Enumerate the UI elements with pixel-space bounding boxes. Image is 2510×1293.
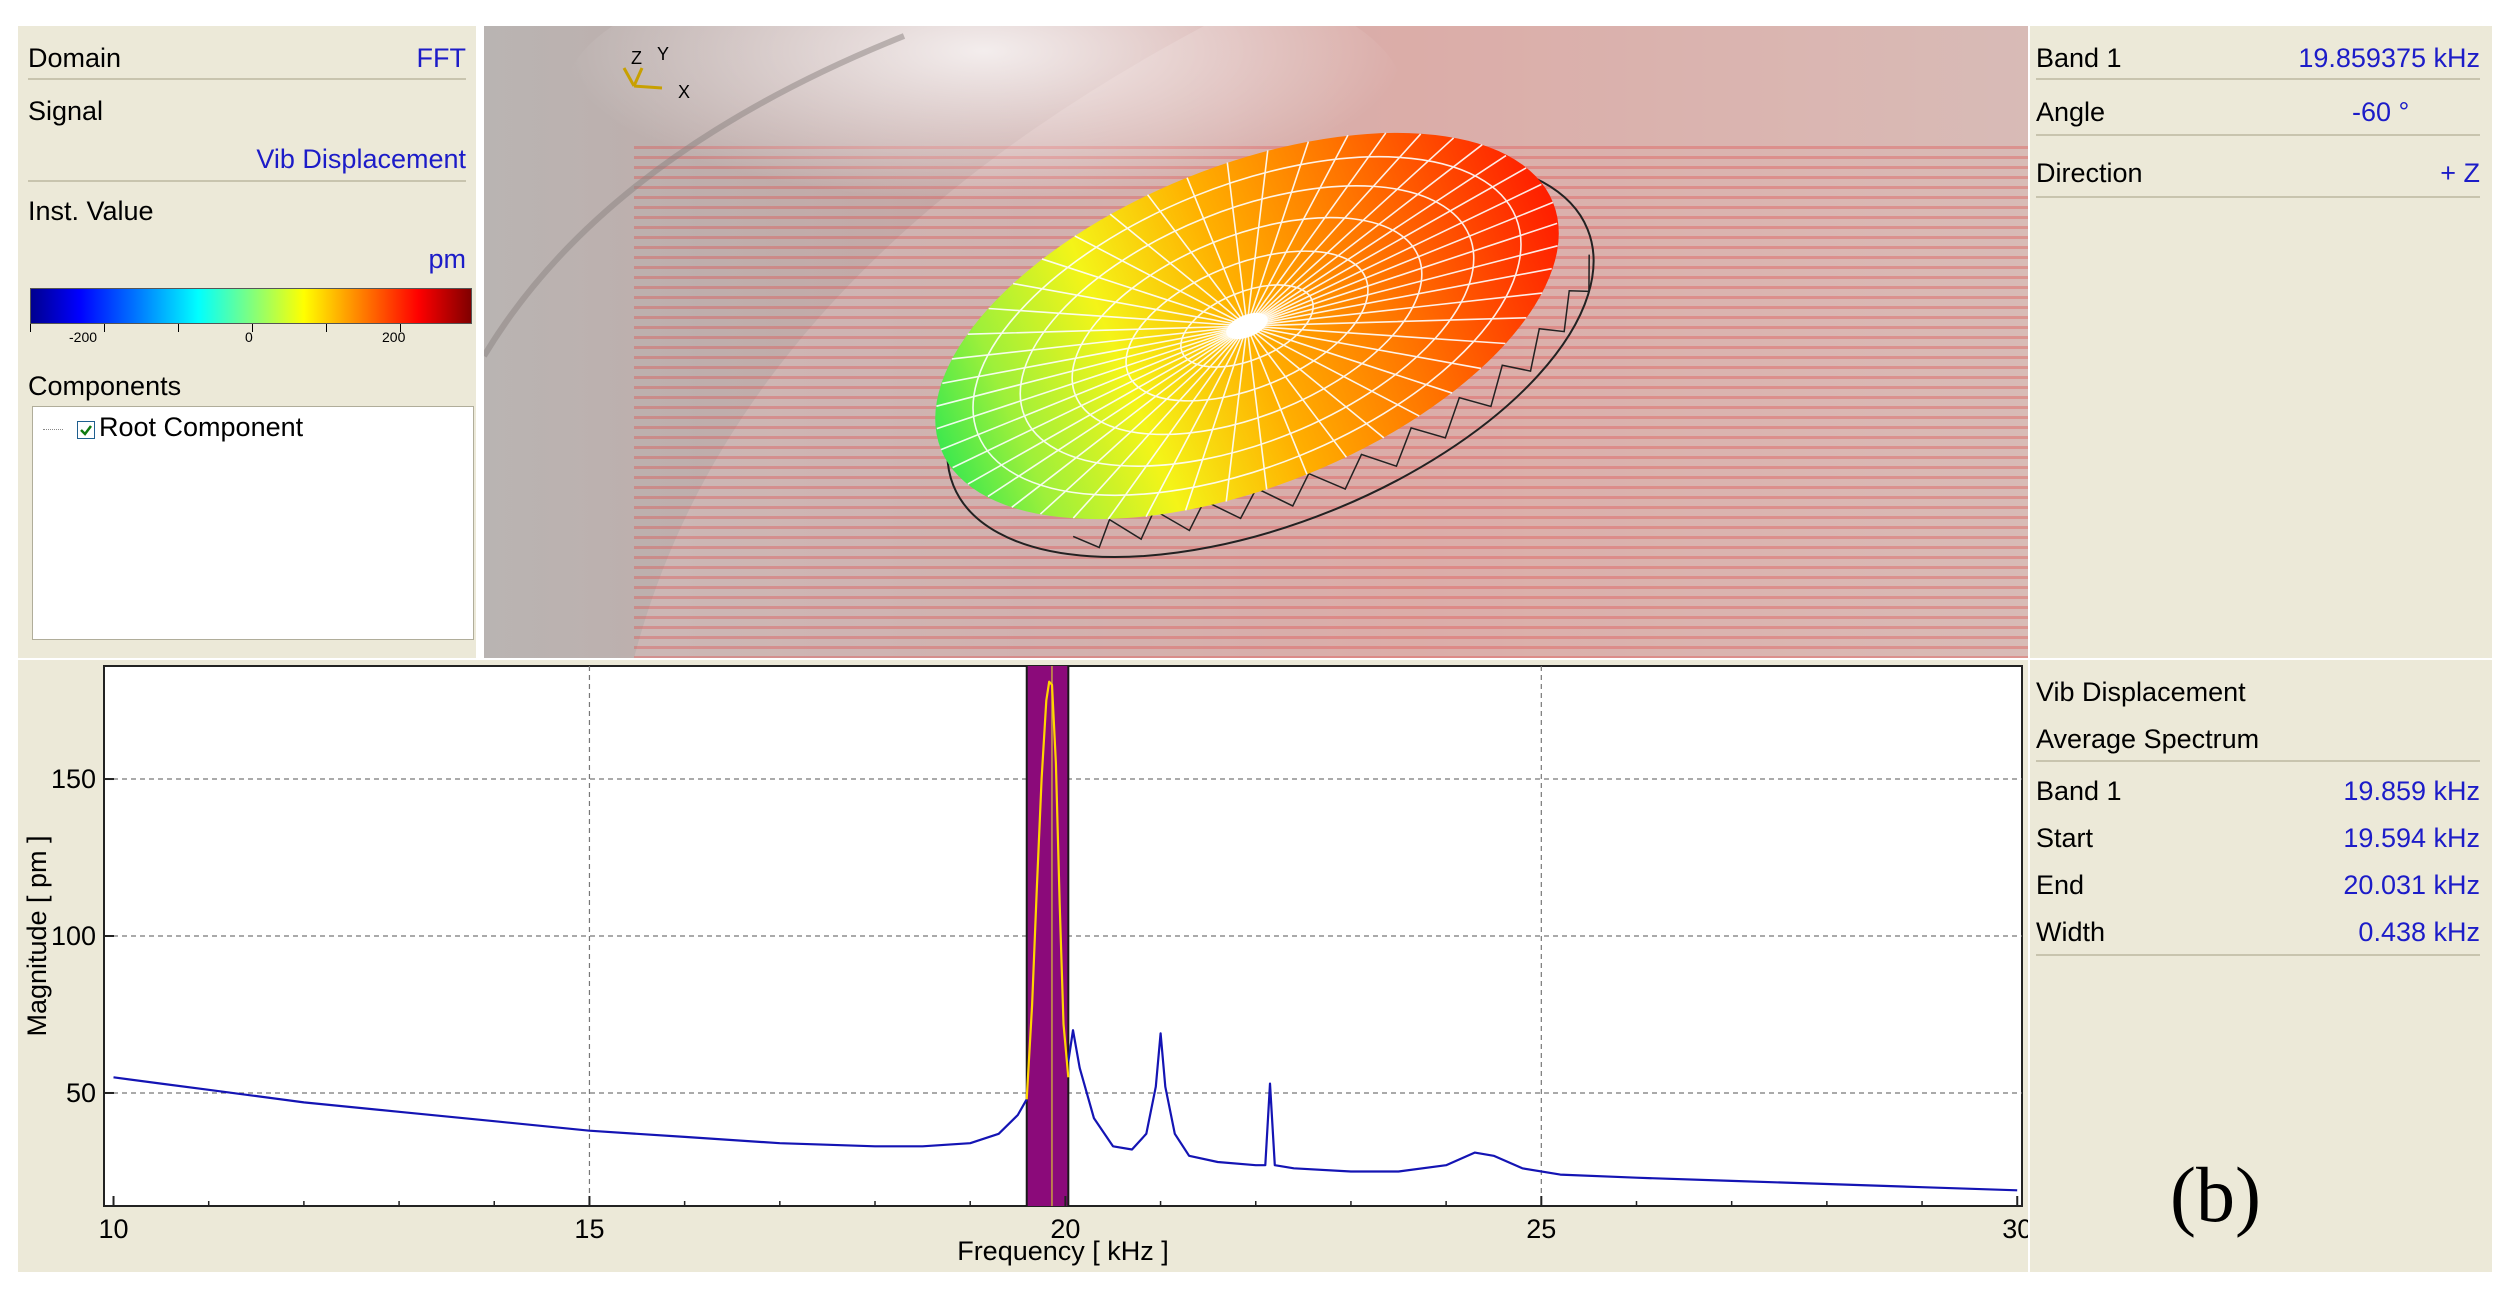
series-line: [1067, 1029, 2018, 1192]
x-axis-label: Frequency [ kHz ]: [957, 1236, 1169, 1266]
x-tick-label: 25: [1526, 1214, 1556, 1244]
y-axis-label: Magnitude [ pm ]: [22, 835, 52, 1036]
colorbar-tick-label: 0: [245, 329, 253, 345]
band-value[interactable]: 19.859 kHz: [2343, 776, 2480, 806]
divider: [2036, 196, 2480, 198]
colorbar-ticks: [30, 324, 472, 332]
divider: [28, 78, 466, 80]
check-icon: [80, 425, 92, 436]
x-tick-label: 10: [98, 1214, 128, 1244]
colorbar: [30, 288, 472, 324]
x-tick-label: 30: [2002, 1214, 2028, 1244]
y-tick-label: 150: [51, 764, 96, 794]
x-tick-label: 20: [1050, 1214, 1080, 1244]
band-value[interactable]: 19.859375 kHz: [2298, 43, 2480, 73]
direction-value[interactable]: + Z: [2440, 158, 2480, 188]
axis-y-label: Y: [657, 44, 670, 64]
angle-label: Angle: [2036, 97, 2106, 127]
direction-label: Direction: [2036, 158, 2143, 188]
figure-label: (b): [2170, 1151, 2261, 1238]
root-component-label[interactable]: Root Component: [99, 412, 304, 442]
components-label: Components: [28, 371, 182, 401]
y-tick-label: 50: [66, 1078, 96, 1108]
series-line: [113, 1076, 1028, 1148]
angle-value[interactable]: -60 °: [2352, 97, 2410, 127]
axis-ticks: 10 15 20 25 30 50 100 150: [51, 764, 2032, 1244]
width-value[interactable]: 0.438 kHz: [2358, 917, 2480, 947]
signal-name: Vib Displacement: [2036, 677, 2246, 707]
band-info-panel: Band 1 19.859375 kHz Angle -60 ° Directi…: [2030, 26, 2492, 658]
signal-value[interactable]: Vib Displacement: [256, 144, 466, 174]
end-value[interactable]: 20.031 kHz: [2343, 870, 2480, 900]
unit-value: pm: [428, 244, 466, 274]
width-label: Width: [2036, 917, 2106, 947]
domain-value[interactable]: FFT: [416, 43, 466, 73]
series-line: [1025, 680, 1070, 1100]
band-label: Band 1: [2036, 43, 2122, 73]
divider: [28, 180, 466, 182]
band-label: Band 1: [2036, 776, 2122, 806]
3d-scene: [484, 26, 2028, 658]
spectrum-chart: 10 15 20 25 30 50 100 150 Frequency [ kHz ] Mag…: [22, 665, 2032, 1266]
spectrum-type: Average Spectrum: [2036, 724, 2260, 754]
spectrum-info-panel: Vib Displacement Average Spectrum Band 1…: [2030, 660, 2492, 1272]
3d-view[interactable]: Z Y X: [484, 26, 2028, 658]
start-label: Start: [2036, 823, 2094, 853]
start-value[interactable]: 19.594 kHz: [2343, 823, 2480, 853]
end-label: End: [2036, 870, 2085, 900]
colorbar-tick-label: 200: [382, 329, 406, 345]
disk-model: [935, 132, 1595, 559]
root-component-checkbox[interactable]: [77, 421, 95, 439]
spectrum-plot[interactable]: 10 15 20 25 30 50 100 150 Frequency [ kHz ] Mag…: [18, 660, 2032, 1272]
series: [113, 666, 2018, 1206]
inst-value-label: Inst. Value: [28, 196, 154, 226]
properties-panel: Domain FFT Signal Vib Displacement Inst.…: [18, 26, 476, 658]
tree-line: [43, 429, 63, 430]
domain-label: Domain: [28, 43, 122, 73]
y-tick-label: 100: [51, 921, 96, 951]
band-1-marker: [1026, 666, 1069, 1206]
divider: [2036, 760, 2480, 762]
divider: [2036, 954, 2480, 956]
colorbar-tick-label: -200: [69, 329, 98, 345]
axis-x-label: X: [678, 82, 691, 102]
divider: [2036, 78, 2480, 80]
signal-label: Signal: [28, 96, 104, 126]
components-tree[interactable]: Root Component: [32, 406, 474, 640]
axis-triad-icon: [622, 67, 663, 90]
axis-z-label: Z: [631, 48, 642, 68]
divider: [2036, 134, 2480, 136]
x-tick-label: 15: [574, 1214, 604, 1244]
